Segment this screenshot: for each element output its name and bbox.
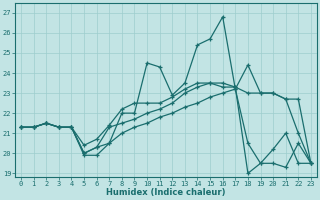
X-axis label: Humidex (Indice chaleur): Humidex (Indice chaleur) <box>106 188 226 197</box>
